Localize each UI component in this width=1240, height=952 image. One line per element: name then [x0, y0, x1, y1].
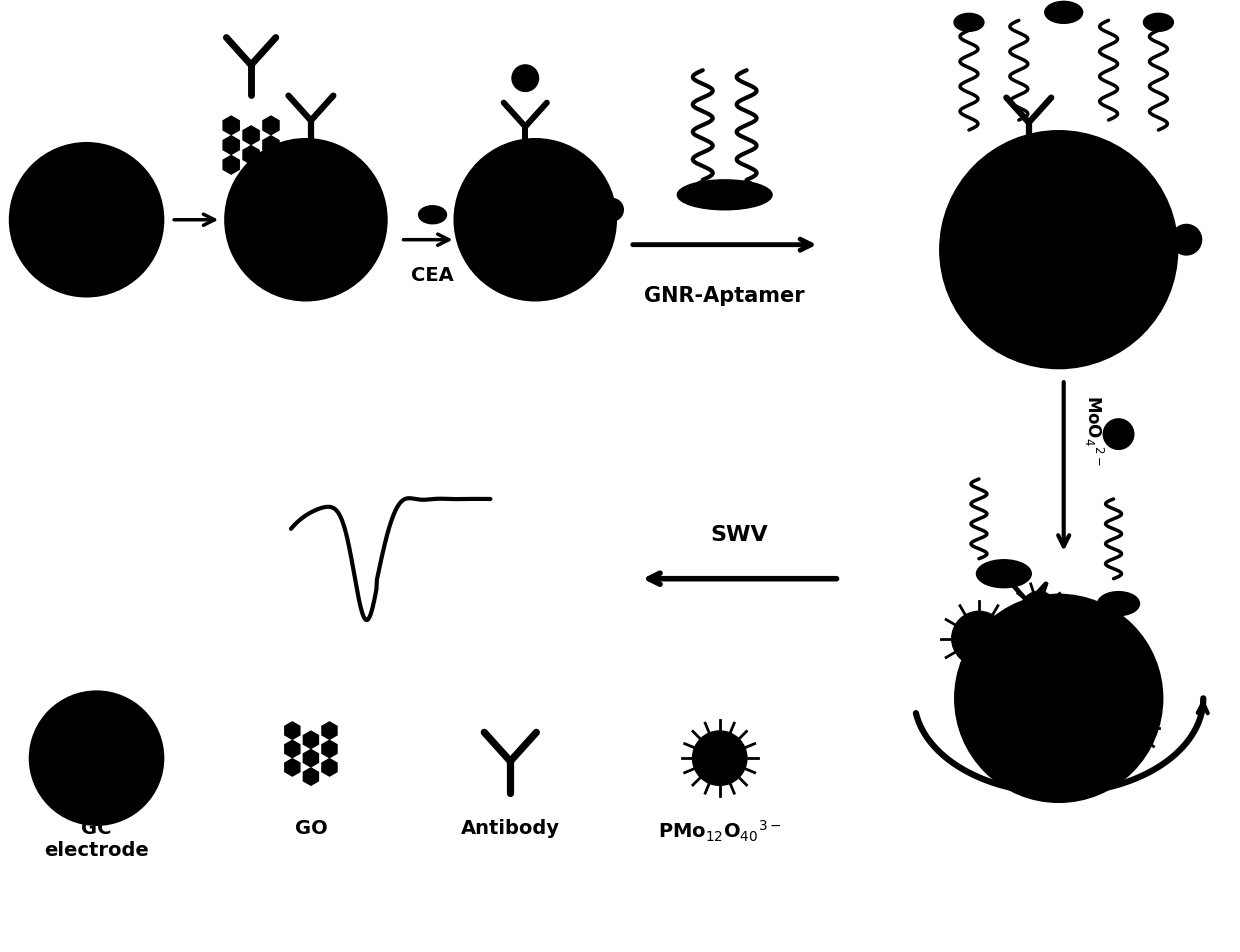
Polygon shape — [285, 723, 300, 740]
Text: SWV: SWV — [711, 525, 769, 545]
Polygon shape — [322, 759, 337, 776]
Polygon shape — [304, 731, 319, 748]
Polygon shape — [304, 749, 319, 767]
Text: GNR-Aptamer: GNR-Aptamer — [645, 286, 805, 306]
Circle shape — [1171, 225, 1203, 256]
Polygon shape — [243, 147, 259, 165]
Polygon shape — [223, 156, 239, 175]
Ellipse shape — [419, 207, 446, 225]
Polygon shape — [263, 137, 279, 155]
Text: PMo$_{12}$O$_{40}$$^{3-}$: PMo$_{12}$O$_{40}$$^{3-}$ — [658, 818, 781, 843]
Polygon shape — [243, 127, 259, 146]
Polygon shape — [263, 156, 279, 175]
Circle shape — [29, 690, 165, 826]
Polygon shape — [322, 723, 337, 740]
Polygon shape — [223, 137, 239, 155]
Ellipse shape — [1143, 14, 1173, 32]
Circle shape — [939, 130, 1178, 370]
Polygon shape — [322, 741, 337, 758]
Circle shape — [454, 139, 618, 302]
Circle shape — [600, 199, 624, 223]
Polygon shape — [285, 741, 300, 758]
Text: MoO$_4$$^{2-}$: MoO$_4$$^{2-}$ — [1081, 394, 1105, 465]
Polygon shape — [285, 759, 300, 776]
Ellipse shape — [677, 181, 773, 210]
Circle shape — [1106, 706, 1151, 750]
Circle shape — [9, 143, 165, 298]
Circle shape — [951, 611, 1007, 666]
Circle shape — [1021, 591, 1056, 627]
Text: Antibody: Antibody — [461, 818, 559, 837]
Circle shape — [954, 594, 1163, 803]
Polygon shape — [304, 768, 319, 785]
Text: GC
electrode: GC electrode — [45, 818, 149, 859]
Text: GO: GO — [295, 818, 327, 837]
Polygon shape — [223, 117, 239, 135]
Ellipse shape — [1045, 3, 1083, 25]
Ellipse shape — [976, 560, 1032, 588]
Circle shape — [224, 139, 388, 302]
Polygon shape — [243, 167, 259, 185]
Circle shape — [1102, 419, 1135, 450]
Ellipse shape — [1097, 592, 1140, 616]
Circle shape — [692, 730, 748, 786]
Ellipse shape — [954, 14, 983, 32]
Polygon shape — [263, 117, 279, 135]
Text: CEA: CEA — [412, 266, 454, 285]
Circle shape — [511, 65, 539, 93]
